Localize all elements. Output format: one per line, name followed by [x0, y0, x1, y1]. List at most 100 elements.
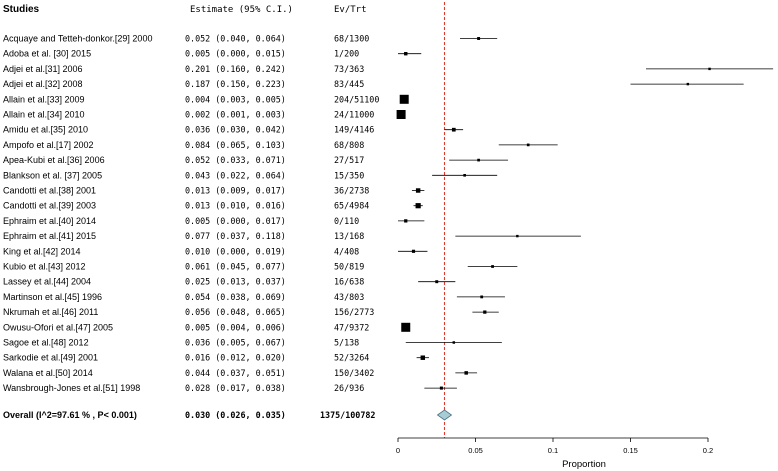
study-row: Blankson et al. [37] 2005 0.043 (0.022, 0… — [3, 170, 498, 180]
study-estimate: 0.043 (0.022, 0.064) — [185, 170, 286, 180]
study-row: Sagoe et al.[48] 2012 0.036 (0.005, 0.067… — [3, 338, 502, 348]
study-point-marker — [404, 219, 408, 223]
header-studies: Studies — [3, 4, 40, 15]
study-point-marker — [708, 67, 711, 71]
study-estimate: 0.016 (0.012, 0.020) — [185, 353, 286, 363]
study-row: Adjei et al.[31] 2006 0.201 (0.160, 0.242… — [3, 64, 774, 74]
study-point-marker — [396, 110, 406, 119]
study-events: 13/168 — [334, 231, 364, 241]
study-events: 52/3264 — [334, 353, 369, 363]
study-estimate: 0.052 (0.040, 0.064) — [185, 34, 286, 44]
study-point-marker — [399, 94, 409, 104]
study-point-marker — [452, 341, 456, 344]
study-point-marker — [491, 265, 494, 268]
header-estimate: Estimate (95% C.I.) — [190, 5, 293, 15]
study-events: 5/138 — [334, 338, 359, 348]
study-name: Adjei et al.[31] 2006 — [3, 64, 83, 74]
study-events: 149/4146 — [334, 125, 374, 135]
study-name: Apea-Kubi et al.[36] 2006 — [3, 155, 105, 165]
study-point-marker — [415, 203, 421, 209]
study-events: 4/408 — [334, 246, 359, 256]
study-name: Adoba et al. [30] 2015 — [3, 49, 91, 59]
study-row: Lassey et al.[44] 2004 0.025 (0.013, 0.03… — [3, 277, 456, 287]
study-events: 68/808 — [334, 140, 364, 150]
study-name: Sagoe et al.[48] 2012 — [3, 338, 89, 348]
study-events: 27/517 — [334, 155, 364, 165]
study-name: Blankson et al. [37] 2005 — [3, 170, 102, 180]
study-name: Candotti et al.[38] 2001 — [3, 186, 96, 196]
study-estimate: 0.054 (0.038, 0.069) — [185, 292, 286, 302]
study-point-marker — [464, 371, 468, 375]
study-estimate: 0.036 (0.005, 0.067) — [185, 338, 286, 348]
study-events: 24/11000 — [334, 110, 374, 120]
study-name: Ephraim et al.[40] 2014 — [3, 216, 96, 226]
study-name: Ephraim et al.[41] 2015 — [3, 231, 96, 241]
study-events: 65/4984 — [334, 201, 369, 211]
study-events: 1/200 — [334, 49, 359, 59]
study-name: Amidu et al.[35] 2010 — [3, 125, 88, 135]
study-events: 50/819 — [334, 262, 364, 272]
study-name: Allain et al.[33] 2009 — [3, 94, 85, 104]
study-row: King et al.[42] 2014 0.010 (0.000, 0.019)… — [3, 246, 428, 256]
study-estimate: 0.028 (0.017, 0.038) — [185, 383, 286, 393]
study-estimate: 0.077 (0.037, 0.118) — [185, 231, 286, 241]
study-point-marker — [411, 249, 416, 253]
study-estimate: 0.061 (0.045, 0.077) — [185, 262, 286, 272]
study-name: King et al.[42] 2014 — [3, 246, 81, 256]
study-estimate: 0.013 (0.010, 0.016) — [185, 201, 286, 211]
study-row: Sarkodie et al.[49] 2001 0.016 (0.012, 0.… — [3, 353, 429, 363]
study-events: 15/350 — [334, 170, 364, 180]
study-name: Walana et al.[50] 2014 — [3, 368, 93, 378]
overall-label: Overall (I^2=97.61 % , P< 0.001) — [3, 410, 137, 420]
study-events: 156/2773 — [334, 307, 374, 317]
study-point-marker — [477, 37, 481, 40]
study-events: 0/110 — [334, 216, 359, 226]
study-name: Ampofo et al.[17] 2002 — [3, 140, 94, 150]
study-point-marker — [439, 386, 443, 390]
study-point-marker — [526, 143, 530, 147]
study-row: Walana et al.[50] 2014 0.044 (0.037, 0.05… — [3, 368, 478, 378]
study-events: 26/936 — [334, 383, 364, 393]
study-estimate: 0.002 (0.001, 0.003) — [185, 110, 286, 120]
study-row: Allain et al.[33] 2009 0.004 (0.003, 0.00… — [3, 94, 409, 104]
study-events: 68/1300 — [334, 34, 369, 44]
x-axis-tick-label: 0.05 — [468, 446, 483, 455]
study-estimate: 0.010 (0.000, 0.019) — [185, 246, 286, 256]
study-name: Adjei et al.[32] 2008 — [3, 79, 83, 89]
study-point-marker — [451, 127, 456, 132]
study-point-marker — [516, 234, 519, 238]
study-point-marker — [477, 158, 480, 162]
header-events: Ev/Trt — [334, 5, 367, 15]
overall-estimate: 0.030 (0.026, 0.035) — [185, 410, 286, 420]
study-row: Apea-Kubi et al.[36] 2006 0.052 (0.033, 0… — [3, 155, 509, 165]
study-name: Candotti et al.[39] 2003 — [3, 201, 96, 211]
study-row: Ephraim et al.[41] 2015 0.077 (0.037, 0.1… — [3, 231, 581, 241]
study-point-marker — [480, 295, 484, 299]
study-point-marker — [435, 280, 439, 284]
study-estimate: 0.025 (0.013, 0.037) — [185, 277, 286, 287]
study-point-marker — [686, 82, 690, 86]
study-estimate: 0.052 (0.033, 0.071) — [185, 155, 286, 165]
study-events: 36/2738 — [334, 186, 369, 196]
study-estimate: 0.005 (0.000, 0.017) — [185, 216, 286, 226]
study-row: Adoba et al. [30] 2015 0.005 (0.000, 0.01… — [3, 49, 422, 59]
study-estimate: 0.056 (0.048, 0.065) — [185, 307, 286, 317]
study-estimate: 0.044 (0.037, 0.051) — [185, 368, 286, 378]
study-point-marker — [404, 52, 408, 56]
study-row: Acquaye and Tetteh-donkor.[29] 2000 0.052… — [3, 34, 498, 44]
overall-row: Overall (I^2=97.61 % , P< 0.001) 0.030 (… — [3, 409, 453, 421]
study-point-marker — [415, 188, 421, 193]
study-row: Ephraim et al.[40] 2014 0.005 (0.000, 0.0… — [3, 216, 425, 226]
study-row: Owusu-Ofori et al.[47] 2005 0.005 (0.004,… — [3, 322, 411, 332]
study-events: 43/803 — [334, 292, 364, 302]
study-row: Ampofo et al.[17] 2002 0.084 (0.065, 0.10… — [3, 140, 558, 150]
study-estimate: 0.004 (0.003, 0.005) — [185, 94, 286, 104]
study-row: Amidu et al.[35] 2010 0.036 (0.030, 0.042… — [3, 125, 464, 135]
study-name: Sarkodie et al.[49] 2001 — [3, 353, 98, 363]
study-events: 204/51100 — [334, 94, 379, 104]
x-axis: 0 0.05 0.1 0.15 0.2 — [396, 437, 713, 455]
study-name: Allain et al.[34] 2010 — [3, 110, 85, 120]
study-events: 47/9372 — [334, 322, 369, 332]
study-estimate: 0.084 (0.065, 0.103) — [185, 140, 286, 150]
